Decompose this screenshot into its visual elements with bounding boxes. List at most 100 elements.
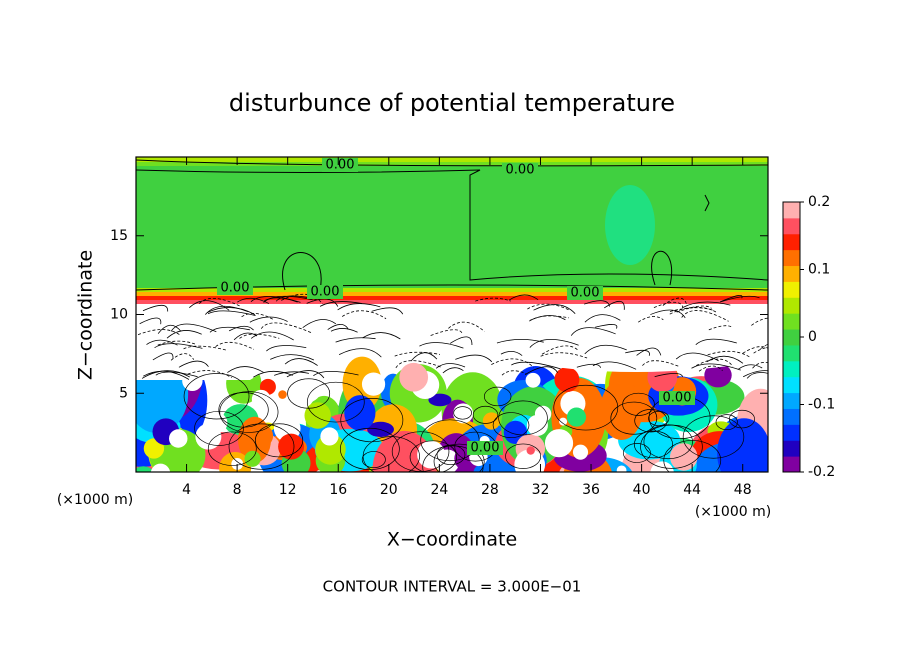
contour-line — [141, 370, 190, 379]
field-stripe — [136, 162, 768, 166]
contour-line — [338, 348, 382, 358]
field-blob — [514, 449, 546, 472]
field-blob — [304, 402, 331, 429]
contour-line — [170, 323, 217, 333]
contour-line — [691, 363, 741, 371]
contour-line — [529, 315, 570, 322]
contour-line — [178, 360, 209, 368]
contour-line — [604, 300, 625, 310]
field-blob — [704, 362, 732, 388]
field-stripe — [136, 296, 768, 300]
contour-line — [752, 362, 768, 369]
contour-line — [527, 303, 570, 311]
x-tick-label: 24 — [430, 482, 448, 498]
x-unit-label: (×1000 m) — [695, 504, 771, 520]
contour-line — [157, 324, 182, 334]
colorbar-segment — [783, 440, 800, 457]
annotation: CONTOUR INTERVAL = 3.000E−01 — [323, 578, 582, 596]
x-tick-label: 44 — [683, 482, 701, 498]
contour-line — [207, 310, 256, 316]
contour-line — [409, 440, 457, 472]
contour-line — [335, 337, 376, 343]
contour-line — [340, 397, 404, 443]
contour-line — [449, 336, 473, 346]
field-blob — [605, 185, 655, 265]
contour-line — [642, 360, 680, 368]
contour-line — [233, 332, 258, 341]
contour-line — [648, 411, 670, 427]
colorbar-segment — [783, 408, 800, 425]
field-blob — [526, 446, 535, 455]
contour-line — [483, 386, 512, 407]
field-stripe — [136, 300, 768, 304]
contour-line — [274, 371, 310, 376]
contour-line — [640, 424, 703, 469]
contour-label: 0.00 — [471, 441, 500, 456]
field-blob — [278, 433, 305, 460]
y-axis-label: Z−coordinate — [75, 250, 97, 380]
x-tick-label: 36 — [582, 482, 600, 498]
field-blob — [294, 375, 322, 403]
field-blob — [566, 407, 587, 427]
contour-line — [540, 352, 588, 359]
contour-line — [529, 339, 579, 348]
contour-line — [708, 325, 732, 331]
contour-line — [327, 324, 349, 330]
contour-line — [721, 295, 760, 303]
contour-line — [492, 412, 530, 439]
contour-line — [341, 310, 387, 320]
contour-line — [281, 293, 323, 305]
contour-line — [142, 370, 190, 380]
contour-line — [371, 307, 404, 315]
field-blob — [616, 465, 627, 472]
contour-line — [654, 372, 684, 378]
contour-line — [420, 419, 480, 462]
field-blob — [526, 414, 548, 436]
contour-line — [738, 364, 763, 370]
contour-line — [500, 351, 523, 356]
colorbar-segment — [783, 313, 800, 330]
contour-line — [430, 329, 463, 336]
contour-line — [584, 314, 621, 323]
contour-line — [643, 424, 693, 460]
contour-line — [419, 342, 464, 349]
field-blob — [572, 444, 589, 460]
contour-line — [584, 344, 627, 355]
contour-line — [250, 331, 294, 341]
contour-line — [183, 373, 250, 420]
colorbar-segment — [783, 297, 800, 314]
contour-line — [155, 371, 198, 378]
contour-label: 0.00 — [221, 281, 250, 296]
contour-line — [435, 363, 466, 369]
contour-line — [194, 410, 244, 446]
contour-line — [511, 361, 561, 370]
contour-line — [339, 427, 400, 470]
contour-line — [266, 345, 307, 352]
contour-line — [170, 353, 195, 361]
contour-line — [227, 366, 264, 373]
x-tick-label: 4 — [182, 482, 191, 498]
contour-line — [187, 370, 232, 379]
field-blob — [136, 466, 155, 472]
field-stripe — [136, 292, 768, 296]
contour-line — [662, 297, 688, 306]
contour-line — [455, 354, 493, 363]
contour-line — [205, 305, 249, 315]
contour-line — [337, 303, 381, 311]
contour-line — [250, 296, 301, 303]
colorbar-segment — [783, 344, 800, 362]
contour-line — [682, 415, 745, 459]
contour-line — [636, 347, 662, 356]
colorbar-segment — [783, 217, 800, 235]
field-stripe — [136, 288, 768, 292]
contour-line — [695, 338, 737, 346]
contour-line — [249, 316, 288, 323]
contour-line — [622, 392, 655, 416]
contour-line — [241, 313, 274, 320]
x-tick-label: 16 — [329, 482, 347, 498]
field-blob — [399, 362, 429, 392]
contour-line — [653, 301, 684, 308]
contour-line — [136, 159, 768, 167]
x-tick-label: 32 — [532, 482, 550, 498]
